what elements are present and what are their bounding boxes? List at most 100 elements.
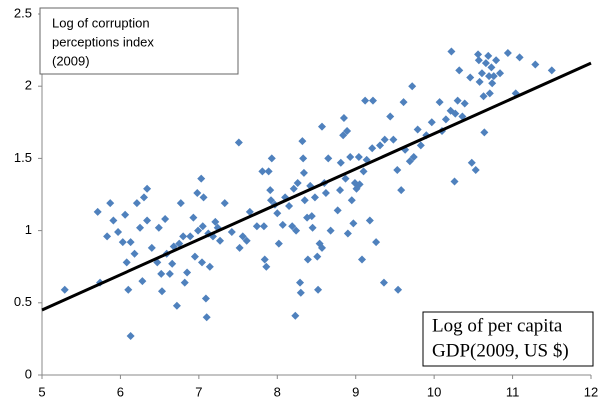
point [339, 131, 348, 140]
point [260, 255, 269, 264]
point [324, 154, 333, 163]
point [300, 196, 309, 205]
x-tick-label: 9 [352, 384, 359, 399]
point [336, 186, 345, 195]
point [258, 167, 267, 176]
point [288, 222, 297, 231]
point [93, 207, 102, 216]
y-label: perceptions index [52, 34, 154, 49]
point [124, 285, 133, 294]
point [180, 278, 189, 287]
point [317, 243, 326, 252]
point [355, 180, 364, 189]
point [126, 238, 135, 247]
point [291, 311, 300, 320]
x-tick-label: 7 [195, 384, 202, 399]
point [175, 239, 184, 248]
point [379, 278, 388, 287]
point [339, 113, 348, 122]
point [368, 144, 377, 153]
x-tick-label: 12 [584, 384, 598, 399]
point [474, 50, 483, 59]
point [197, 174, 206, 183]
point [477, 69, 486, 78]
point [354, 152, 363, 161]
point [487, 63, 496, 72]
point [278, 220, 287, 229]
point [259, 222, 268, 231]
point [227, 228, 236, 237]
point [380, 135, 389, 144]
point [168, 259, 177, 268]
point [267, 154, 276, 163]
y-tick-label: 1.5 [14, 150, 32, 165]
point [368, 96, 377, 105]
point [471, 165, 480, 174]
point [460, 99, 469, 108]
point [451, 109, 460, 118]
point [296, 288, 305, 297]
point [531, 60, 540, 69]
point [296, 278, 305, 287]
point [310, 193, 319, 202]
point [480, 128, 489, 137]
point [179, 232, 188, 241]
point [314, 285, 323, 294]
point [262, 262, 271, 271]
point [481, 59, 490, 68]
point [466, 73, 475, 82]
y-tick-label: 1 [25, 222, 32, 237]
point [308, 223, 317, 232]
point [143, 216, 152, 225]
point [234, 138, 243, 147]
point [199, 193, 208, 202]
point [161, 215, 170, 224]
point [202, 313, 211, 322]
point [122, 258, 131, 267]
point [194, 226, 203, 235]
point [397, 186, 406, 195]
point [220, 199, 229, 208]
point [357, 255, 366, 264]
point [274, 239, 283, 248]
point [264, 167, 273, 176]
point [341, 174, 350, 183]
point [447, 47, 456, 56]
point [176, 199, 185, 208]
point [386, 112, 395, 121]
y-tick-label: 2.5 [14, 5, 32, 20]
point [547, 66, 556, 75]
point [399, 98, 408, 107]
trend-line [41, 61, 592, 312]
x-tick-label: 10 [427, 384, 441, 399]
point [450, 177, 459, 186]
point [389, 135, 398, 144]
point [427, 118, 436, 127]
point [303, 255, 312, 264]
point [361, 96, 370, 105]
point [172, 301, 181, 310]
point [347, 196, 356, 205]
point [103, 232, 112, 241]
point [333, 206, 342, 215]
point [201, 294, 210, 303]
point [138, 277, 147, 286]
point [273, 209, 282, 218]
point [515, 53, 524, 62]
point [435, 98, 444, 107]
point [252, 222, 261, 231]
point [299, 154, 308, 163]
point [413, 125, 422, 134]
point [503, 48, 512, 57]
x-tick-label: 6 [117, 384, 124, 399]
x-label: GDP(2009, US $) [432, 340, 569, 361]
x-label: Log of per capita [432, 315, 563, 336]
point [372, 238, 381, 247]
x-label-box [422, 311, 594, 367]
point [183, 268, 192, 277]
point [455, 66, 464, 75]
point [307, 212, 316, 221]
point [205, 262, 214, 271]
